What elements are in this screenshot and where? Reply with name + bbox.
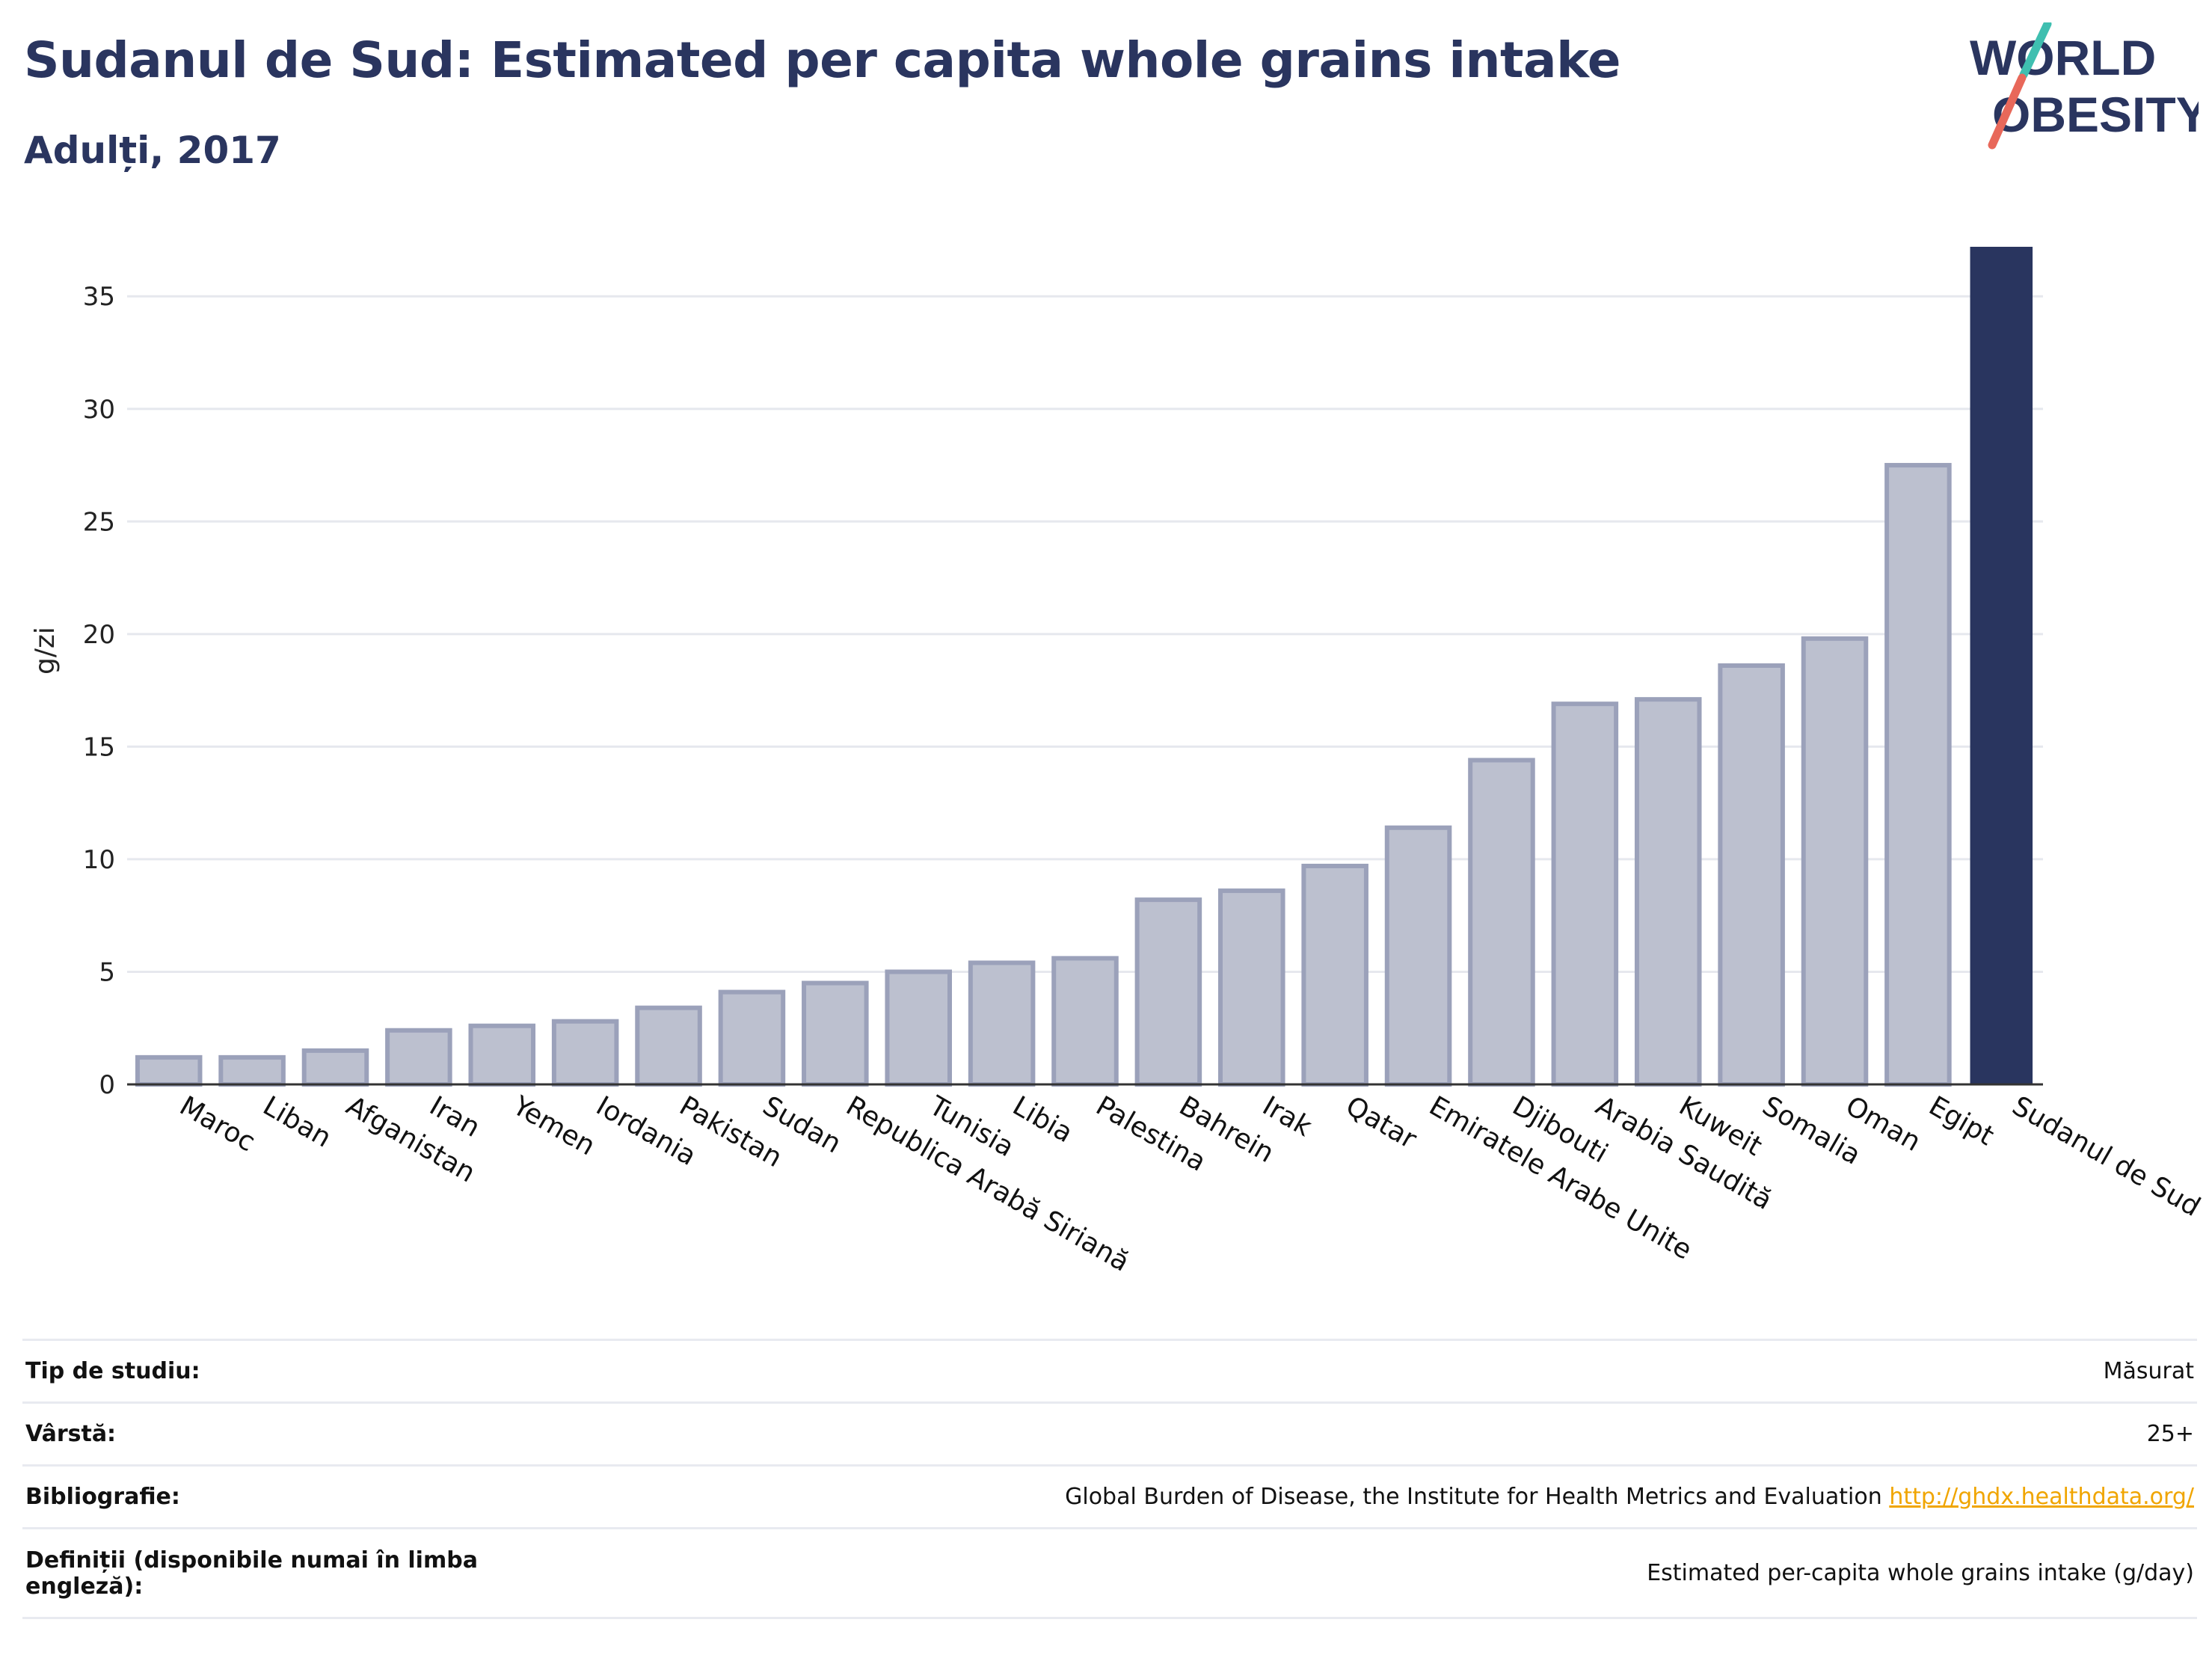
chart-title: Sudanul de Sud: Estimated per capita who…	[24, 31, 1620, 89]
info-label: Vârstă:	[22, 1401, 507, 1466]
logo-slash-red	[1988, 73, 2027, 150]
bar	[385, 1028, 452, 1087]
y-tick-label: 0	[99, 1070, 115, 1100]
bar	[1134, 897, 1202, 1087]
y-tick-label: 5	[99, 957, 115, 987]
bar	[1718, 663, 1785, 1087]
logo-line1: WORLD	[1970, 30, 2156, 85]
bar	[1884, 463, 1952, 1087]
logo-slash-teal	[2019, 22, 2052, 79]
info-table: Tip de studiu: Măsurat Vârstă: 25+ Bibli…	[22, 1339, 2197, 1619]
x-tick-label: Qatar	[1341, 1090, 1422, 1155]
x-tick-label: Yemen	[507, 1090, 600, 1162]
info-value: 25+	[507, 1401, 2197, 1466]
x-tick-label: Liban	[258, 1090, 337, 1153]
info-row-age: Vârstă: 25+	[22, 1401, 2197, 1466]
bar	[1301, 863, 1368, 1087]
info-value: Global Burden of Disease, the Institute …	[507, 1464, 2197, 1529]
info-label: Bibliografie:	[22, 1464, 507, 1529]
bibliography-link[interactable]: http://ghdx.healthdata.org/	[1889, 1484, 2194, 1510]
bar	[718, 989, 786, 1087]
y-tick-label: 10	[83, 845, 115, 875]
bibliography-text: Global Burden of Disease, the Institute …	[1065, 1484, 1882, 1510]
bar	[1634, 697, 1702, 1087]
y-tick-label: 30	[83, 395, 115, 425]
bar	[968, 960, 1036, 1087]
info-row-study-type: Tip de studiu: Măsurat	[22, 1339, 2197, 1403]
y-tick-label: 25	[83, 507, 115, 537]
bar	[551, 1019, 619, 1087]
bar	[1970, 247, 2033, 1084]
bar	[1051, 956, 1119, 1087]
bar	[1801, 636, 1869, 1087]
bar	[1384, 825, 1452, 1087]
info-label: Definiții (disponibile numai în limba en…	[22, 1527, 507, 1619]
bar	[885, 969, 952, 1087]
bar	[1218, 888, 1285, 1087]
y-tick-label: 35	[83, 282, 115, 312]
bar	[135, 1054, 203, 1087]
y-axis-label: g/zi	[30, 627, 61, 675]
info-value: Estimated per-capita whole grains intake…	[507, 1527, 2197, 1619]
bar	[1551, 701, 1619, 1087]
x-tick-label: Sudanul de Sud	[2007, 1090, 2205, 1223]
y-tick-label: 15	[83, 732, 115, 762]
info-value: Măsurat	[507, 1339, 2197, 1403]
bar	[301, 1048, 369, 1087]
bar	[802, 980, 869, 1087]
x-tick-label: Libia	[1007, 1090, 1078, 1149]
info-row-definitions: Definiții (disponibile numai în limba en…	[22, 1527, 2197, 1619]
y-tick-label: 20	[83, 620, 115, 650]
logo-line2: OBESITY	[1992, 87, 2199, 142]
bar	[468, 1023, 536, 1087]
world-obesity-logo: WORLD OBESITY	[1970, 22, 2199, 150]
bar	[635, 1005, 702, 1087]
chart-subtitle: Adulți, 2017	[24, 129, 281, 172]
x-tick-label: Egipt	[1923, 1090, 1999, 1152]
info-row-bibliography: Bibliografie: Global Burden of Disease, …	[22, 1464, 2197, 1529]
bar	[218, 1054, 286, 1087]
x-tick-label: Maroc	[174, 1090, 260, 1158]
bars	[135, 247, 2033, 1087]
info-label: Tip de studiu:	[22, 1339, 507, 1403]
bar	[1468, 758, 1535, 1087]
